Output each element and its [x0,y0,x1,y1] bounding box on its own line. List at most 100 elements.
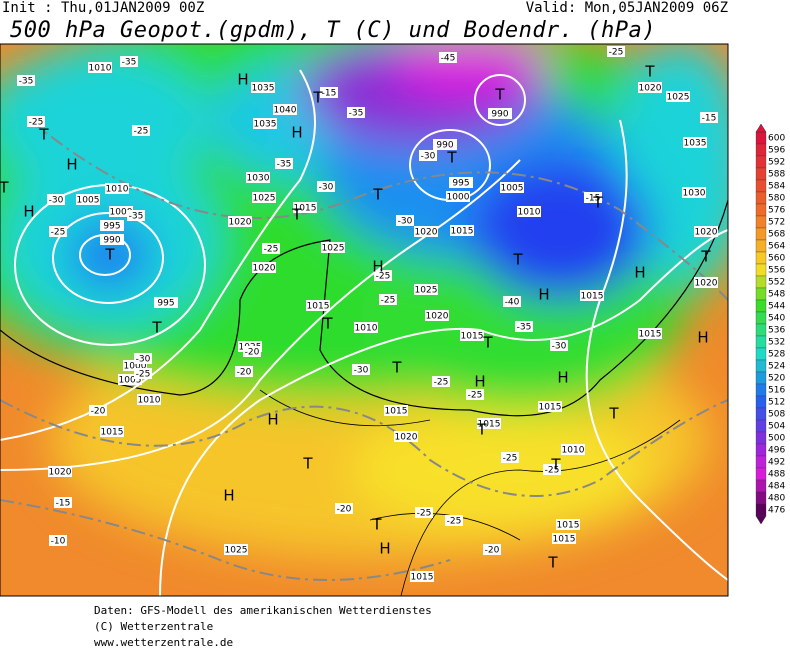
colorbar-swatch [755,287,767,301]
isobar-label: 1020 [415,228,438,238]
isobar-label-box [425,310,449,321]
colorbar: 600 596 592 588 584 580 576 572 568 564 560 556 552 5… [755,123,785,525]
isobar-label: 1015 [478,420,501,430]
temperature-label: -35 [129,212,144,222]
pressure-center: T [151,319,162,337]
pressure-center: T [592,194,603,212]
isobar-label: 1000 [124,362,147,372]
isobar-label: 1025 [253,194,276,204]
isobar-label-box [293,202,317,213]
temperature-label-box [439,52,457,63]
colorbar-label: 560 [768,254,785,264]
temperature-label: -25 [468,391,483,401]
isobar-label-box [100,426,124,437]
temperature-label: -15 [702,114,717,124]
isobar-label: 1025 [415,286,438,296]
colorbar-label: 568 [768,230,785,240]
isobar-label: 1015 [539,403,562,413]
isobar-label: 1020 [253,264,276,274]
temperature-label: -35 [277,160,292,170]
isobar-label-box [433,139,457,150]
isobar-label-box [118,374,142,385]
temperature-label: -25 [376,272,391,282]
temperature-label: -25 [503,454,518,464]
colorbar-label: 592 [768,158,785,168]
map-field [0,44,728,596]
map-labels: 1010 1035 1040 1035 1030 1025 1020 1015 1025 1020… [0,46,718,583]
colorbar-swatch [755,503,767,517]
isobar-label-box [321,242,345,253]
temperature-label: -30 [49,196,64,206]
temperature-label-box [335,503,353,514]
pressure-center: H [237,71,248,89]
colorbar-swatch [755,239,767,253]
temperature-label-box [352,364,370,375]
isobar-label: 1010 [562,446,585,456]
colorbar-swatch [755,227,767,241]
colorbar-label: 572 [768,218,785,228]
isobar-label: 1025 [225,546,248,556]
temperature-label: -15 [322,89,337,99]
pressure-center: H [538,286,549,304]
isobar-label: 1010 [89,64,112,74]
isobar-label: 1005 [501,184,524,194]
colorbar-arrow-bottom [755,515,767,525]
valid-time: Valid: Mon,05JAN2009 06Z [526,0,728,16]
temperature-label: -25 [29,118,44,128]
colorbar-swatch [755,479,767,493]
pressure-center: H [379,540,390,558]
colorbar-label: 580 [768,194,785,204]
temperature-label-box [700,112,718,123]
temperature-label-box [47,194,65,205]
colorbar-swatch [755,491,767,505]
colorbar-swatch [755,203,767,217]
colorbar-swatch [755,419,767,433]
colorbar-swatch [755,407,767,421]
isobar-label-box [137,394,161,405]
footer-source: Daten: GFS-Modell des amerikanischen Wet… [94,604,432,617]
temperature-label: -25 [134,127,149,137]
temperature-label-box [17,75,35,86]
pressure-center: T [608,405,619,423]
isobar-label-box [251,82,275,93]
isobar-label: 1015 [639,330,662,340]
isobar-label-box [384,405,408,416]
isobar-label: 1035 [254,120,277,130]
temperature-label-box [320,87,338,98]
temperature-label-box [235,366,253,377]
isobar-label: 995 [157,299,174,309]
temperature-label: -45 [441,54,456,64]
isobar-label-box [414,284,438,295]
colorbar-swatch [755,275,767,289]
pressure-center: T [0,179,9,197]
colorbar-label: 532 [768,338,785,348]
colorbar-label: 600 [768,134,785,144]
colorbar-swatch [755,191,767,205]
colorbar-swatch [755,251,767,265]
temperature-label: -35 [122,58,137,68]
isobar-label-box [105,183,129,194]
isobar-label: 1020 [229,218,252,228]
temperature-label-box [275,158,293,169]
isobar-label-box [48,466,72,477]
temperature-label-box [134,368,152,379]
colorbar-swatch [755,155,767,169]
isobar-label: 990 [436,141,453,151]
isobar-label-box [253,118,277,129]
pressure-center: T [644,63,655,81]
isobar-label-box [109,206,133,217]
isobar-label-box [556,519,580,530]
temperature-label: -20 [245,348,260,358]
isobar-label-box [100,234,124,245]
isobar-label: 1030 [683,189,706,199]
colorbar-label: 520 [768,374,785,384]
pressure-center: H [66,156,77,174]
colorbar-label: 516 [768,386,785,396]
pressure-center: T [312,89,323,107]
colorbar-swatch [755,467,767,481]
isobar-label: 990 [103,236,120,246]
isobar-label: 1015 [411,573,434,583]
colorbar-label: 480 [768,494,785,504]
isobar-label-box [561,444,585,455]
